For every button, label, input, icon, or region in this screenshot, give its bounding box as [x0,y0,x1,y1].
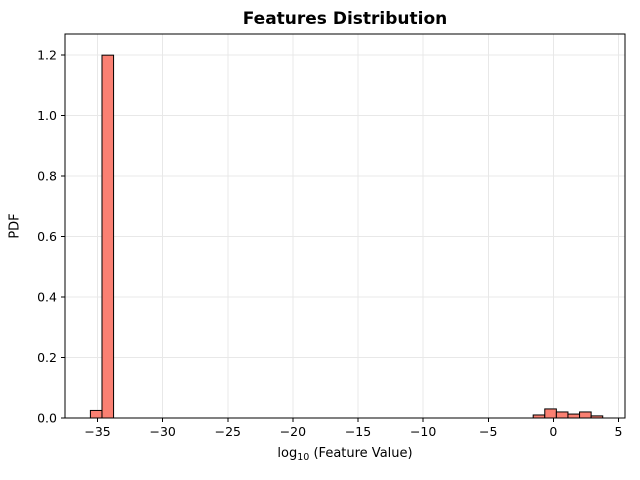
histogram-bar [567,413,581,419]
x-tick-label: −15 [345,424,371,439]
x-tick-label: −25 [215,424,241,439]
x-tick-label: −20 [280,424,306,439]
x-tick-label: −5 [479,424,497,439]
x-tick-label: 5 [615,424,623,439]
y-tick-label: 0.2 [37,350,57,365]
x-axis-label-subscript: 10 [297,452,310,463]
y-tick-label: 1.2 [37,48,57,63]
axes-spines [64,33,626,419]
x-tick-label: −10 [410,424,436,439]
histogram-bar [89,409,103,419]
y-tick-label: 1.0 [37,108,57,123]
x-tick-label: −30 [149,424,175,439]
chart-title: Features Distribution [242,9,448,29]
x-axis-label-suffix: (Feature Value) [309,446,413,461]
y-tick-label: 0.8 [37,169,57,184]
histogram-bar [544,408,557,419]
x-tick-label: −35 [84,424,110,439]
histogram-bar [555,411,569,419]
x-axis-label-prefix: log [277,446,298,461]
histogram-bar [101,54,115,419]
plot-background [65,34,625,418]
histogram-bar [579,411,592,419]
y-tick-label: 0.6 [37,229,57,244]
y-tick-label: 0.0 [37,411,57,426]
x-axis-label: log10 (Feature Value) [65,446,625,463]
x-tick-label: 0 [549,424,557,439]
y-tick-label: 0.4 [37,290,57,305]
y-axis-label: PDF [7,213,23,239]
